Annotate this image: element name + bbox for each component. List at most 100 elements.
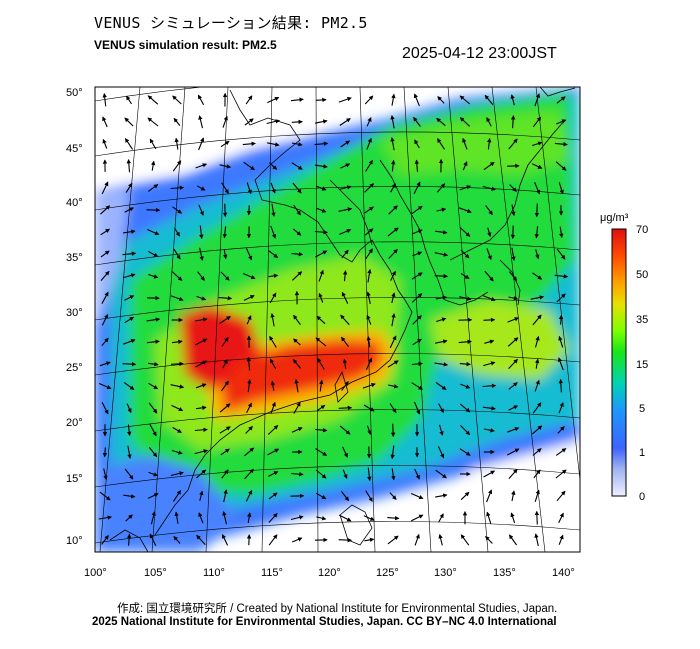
wind-arrow — [315, 448, 328, 456]
wind-arrow — [534, 533, 539, 547]
wind-arrow — [482, 406, 496, 411]
title-japanese: VENUS シミュレーション結果: PM2.5 — [94, 14, 368, 32]
wind-arrow — [194, 449, 209, 455]
wind-arrow — [122, 361, 137, 367]
wind-arrow — [122, 251, 137, 256]
wind-arrow — [342, 446, 348, 458]
wind-arrow — [459, 361, 471, 367]
wind-arrow — [434, 362, 449, 367]
wind-arrow — [221, 182, 229, 194]
wind-arrow — [315, 250, 328, 258]
wind-arrow — [435, 469, 447, 479]
credit-license: 2025 National Institute for Environmenta… — [92, 616, 557, 628]
wind-arrow — [195, 163, 208, 169]
wind-arrow — [195, 360, 208, 368]
wind-arrow — [242, 141, 256, 146]
wind-arrow — [531, 425, 543, 435]
colorbar-tick: 15 — [636, 359, 648, 371]
wind-arrow — [459, 185, 471, 191]
wind-arrow — [222, 510, 228, 525]
wind-arrow — [222, 226, 227, 239]
lon-label: 130° — [434, 567, 457, 579]
wind-arrow — [364, 537, 375, 542]
wind-arrow — [387, 360, 399, 368]
wind-arrow — [123, 339, 136, 345]
wind-arrow — [414, 468, 420, 480]
wind-arrow — [101, 337, 109, 347]
wind-arrow — [245, 489, 253, 502]
wind-arrow — [147, 493, 159, 499]
wind-arrow — [244, 447, 255, 457]
wind-arrow — [146, 317, 161, 322]
wind-arrow — [315, 207, 327, 213]
wind-arrow — [460, 425, 471, 436]
wind-arrow — [485, 535, 493, 544]
wind-arrow — [458, 339, 472, 344]
wind-arrow — [364, 95, 374, 105]
wind-arrow — [269, 358, 277, 370]
wind-arrow — [508, 296, 519, 301]
wind-arrow — [171, 339, 183, 344]
wind-arrow — [266, 142, 280, 147]
wind-arrow — [366, 335, 371, 348]
wind-arrow — [243, 295, 255, 301]
wind-arrow — [555, 161, 567, 171]
wind-arrow — [390, 423, 396, 438]
wind-arrow — [245, 95, 253, 105]
wind-arrow — [483, 317, 496, 323]
lat-label: 45° — [66, 143, 83, 155]
wind-arrow — [436, 207, 447, 212]
wind-arrow — [293, 401, 301, 414]
wind-arrow — [534, 510, 540, 525]
wind-arrow — [246, 356, 251, 371]
wind-arrow — [485, 205, 493, 216]
wind-arrow — [172, 206, 183, 214]
wind-arrow — [270, 182, 276, 194]
wind-arrow — [460, 249, 470, 259]
wind-arrow — [99, 491, 111, 501]
wind-arrow — [338, 207, 353, 212]
wind-arrow — [390, 114, 395, 129]
wind-arrow — [435, 230, 448, 235]
wind-arrow — [102, 447, 108, 458]
wind-arrow — [269, 335, 277, 348]
wind-arrow — [150, 511, 156, 525]
wind-arrow — [124, 316, 135, 324]
wind-arrow — [170, 295, 184, 301]
wind-arrow — [459, 227, 471, 237]
wind-arrow — [555, 469, 567, 479]
wind-arrow — [125, 182, 133, 193]
wind-arrow — [219, 426, 231, 434]
wind-arrow — [434, 252, 449, 257]
wind-arrow — [174, 511, 179, 524]
wind-arrow — [390, 183, 396, 193]
wind-arrow — [556, 96, 566, 104]
wind-arrow — [410, 492, 424, 500]
wind-arrow — [148, 251, 159, 257]
wind-arrow — [462, 161, 468, 171]
wind-arrow — [434, 339, 448, 344]
wind-arrow — [338, 537, 353, 543]
wind-arrow — [102, 116, 108, 128]
wind-arrow — [174, 227, 180, 237]
wind-arrow — [532, 402, 542, 414]
wind-arrow — [558, 512, 564, 523]
longitude-labels: 100° 105° 110° 115° 120° 125° 130° 135° … — [84, 567, 575, 579]
wind-arrow — [530, 295, 545, 300]
wind-arrow — [390, 137, 395, 151]
wind-arrow — [412, 315, 422, 325]
wind-arrow — [338, 405, 353, 411]
wind-arrow — [314, 230, 328, 235]
wind-arrow — [365, 159, 373, 172]
wind-arrow — [460, 534, 470, 546]
wind-arrow — [414, 159, 420, 172]
colorbar: μg/m³ 70 50 35 15 5 1 0 — [600, 212, 648, 503]
wind-arrow — [316, 516, 327, 521]
wind-arrow — [291, 119, 303, 125]
lon-label: 140° — [552, 567, 575, 579]
wind-arrow — [147, 95, 159, 105]
wind-arrow — [291, 142, 303, 147]
wind-arrow — [247, 512, 252, 524]
wind-arrow — [148, 471, 159, 477]
wind-arrow — [199, 225, 204, 240]
